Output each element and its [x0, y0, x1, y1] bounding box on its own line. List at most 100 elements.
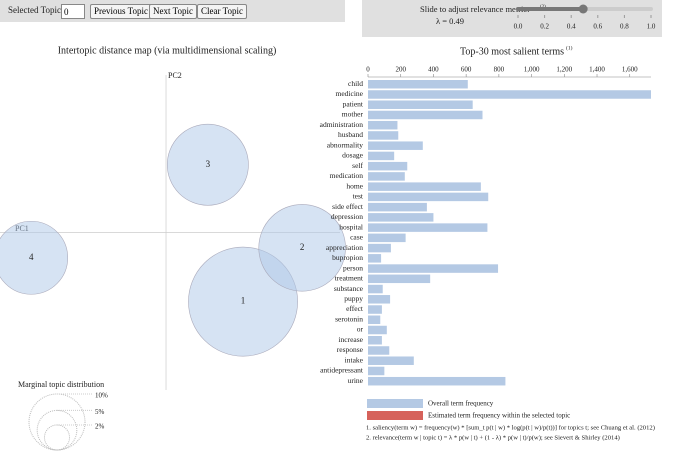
term-label[interactable]: intake [345, 355, 364, 364]
term-bar [368, 151, 395, 161]
topic-label: 3 [206, 159, 211, 169]
size-legend-title: Marginal topic distribution [18, 380, 104, 389]
slider-tick-label: 0.4 [567, 23, 576, 31]
term-bar [368, 161, 408, 171]
term-label[interactable]: treatment [335, 274, 364, 283]
term-bar [368, 284, 383, 294]
topic-label: 4 [29, 252, 34, 262]
legend-label: Estimated term frequency within the sele… [428, 412, 570, 420]
term-bar [368, 366, 385, 376]
topic-bubble[interactable] [258, 204, 346, 292]
x-tick-label: 600 [461, 66, 472, 74]
term-label[interactable]: child [348, 79, 363, 88]
term-bar [368, 264, 499, 273]
term-label[interactable]: hospital [339, 222, 363, 231]
term-label[interactable]: dosage [342, 151, 363, 160]
slider-tick-label: 1.0 [647, 23, 656, 31]
term-label[interactable]: serotonin [335, 314, 363, 323]
term-label[interactable]: increase [338, 335, 363, 344]
term-bar [368, 202, 427, 212]
term-bar [368, 192, 489, 202]
term-label[interactable]: response [337, 345, 364, 354]
term-label[interactable]: bupropion [332, 253, 363, 262]
term-label[interactable]: patient [343, 99, 364, 108]
slider-knob[interactable] [578, 4, 588, 14]
term-label[interactable]: appreciation [326, 243, 363, 252]
term-label[interactable]: self [352, 161, 363, 170]
term-label[interactable]: person [343, 263, 363, 272]
term-bar [368, 336, 382, 345]
term-bar [368, 223, 488, 232]
map-title: Intertopic distance map (via multidimens… [58, 45, 277, 56]
term-bar [368, 376, 506, 386]
term-label[interactable]: depression [331, 212, 363, 221]
term-bar [368, 305, 382, 314]
term-bar [368, 100, 473, 109]
term-label[interactable]: medicine [336, 89, 364, 98]
term-label[interactable]: administration [320, 120, 364, 129]
topic-bubble[interactable] [166, 123, 249, 206]
x-tick-label: 200 [395, 66, 406, 74]
bar-title: Top-30 most salient terms [460, 46, 564, 57]
term-bar [368, 172, 405, 181]
slider-panel [362, 0, 662, 37]
slider-tick-label: 0.0 [514, 23, 523, 31]
term-label[interactable]: substance [334, 284, 364, 293]
term-label[interactable]: urine [348, 376, 364, 385]
size-legend-label: 5% [95, 408, 105, 416]
term-label[interactable]: puppy [344, 294, 363, 303]
size-legend-label: 2% [95, 423, 105, 431]
term-bar [368, 233, 406, 243]
slider-tick-label: 0.8 [620, 23, 629, 31]
x-tick-label: 1,600 [622, 66, 638, 74]
term-label[interactable]: effect [346, 304, 364, 313]
topic-button[interactable]: Clear Topic [197, 4, 247, 19]
topic-label: 1 [241, 296, 246, 306]
term-bar [368, 110, 483, 120]
term-label[interactable]: antidepressant [320, 366, 364, 375]
slider-tick-label: 0.2 [540, 23, 549, 31]
term-label[interactable]: test [353, 192, 364, 201]
x-tick-label: 0 [366, 66, 370, 74]
term-label[interactable]: husband [338, 130, 363, 139]
term-bar [368, 213, 434, 222]
topic-label: 2 [300, 242, 305, 252]
size-legend-circle [43, 424, 71, 451]
term-bar [368, 295, 391, 304]
term-label[interactable]: home [346, 181, 363, 190]
term-bar [368, 254, 382, 263]
term-bar [368, 182, 481, 191]
topic-bubble[interactable] [0, 220, 69, 295]
term-label[interactable]: case [350, 233, 364, 242]
lambda-label: λ = 0.49 [436, 16, 464, 26]
x-tick-label: 1,000 [524, 66, 540, 74]
x-tick-label: 1,200 [556, 66, 572, 74]
x-tick-label: 800 [494, 66, 505, 74]
x-tick-label: 1,400 [589, 66, 605, 74]
topic-input[interactable] [61, 4, 85, 19]
term-label[interactable]: side effect [332, 202, 364, 211]
size-legend-circle [28, 393, 86, 451]
bar-title-note: (1) [566, 44, 573, 51]
term-label[interactable]: abnormality [327, 140, 363, 149]
footnote: 1. saliency(term w) = frequency(w) * [su… [366, 425, 655, 432]
size-legend-circle [36, 409, 78, 451]
legend-label: Overall term frequency [428, 400, 494, 408]
term-label[interactable]: or [357, 325, 364, 334]
term-bar [368, 274, 431, 284]
term-label[interactable]: mother [342, 110, 364, 119]
term-bar [368, 243, 391, 253]
term-bar [368, 356, 414, 365]
term-label[interactable]: medication [330, 171, 364, 180]
term-bar [368, 131, 399, 140]
size-legend-label: 10% [95, 392, 108, 400]
term-bar [368, 141, 423, 150]
legend-swatch [367, 399, 423, 408]
term-bar [368, 90, 651, 99]
topic-button[interactable]: Previous Topic [90, 4, 152, 19]
selected-label: Selected Topic: [8, 5, 63, 15]
term-bar [368, 80, 468, 89]
topic-button[interactable]: Next Topic [149, 4, 197, 19]
